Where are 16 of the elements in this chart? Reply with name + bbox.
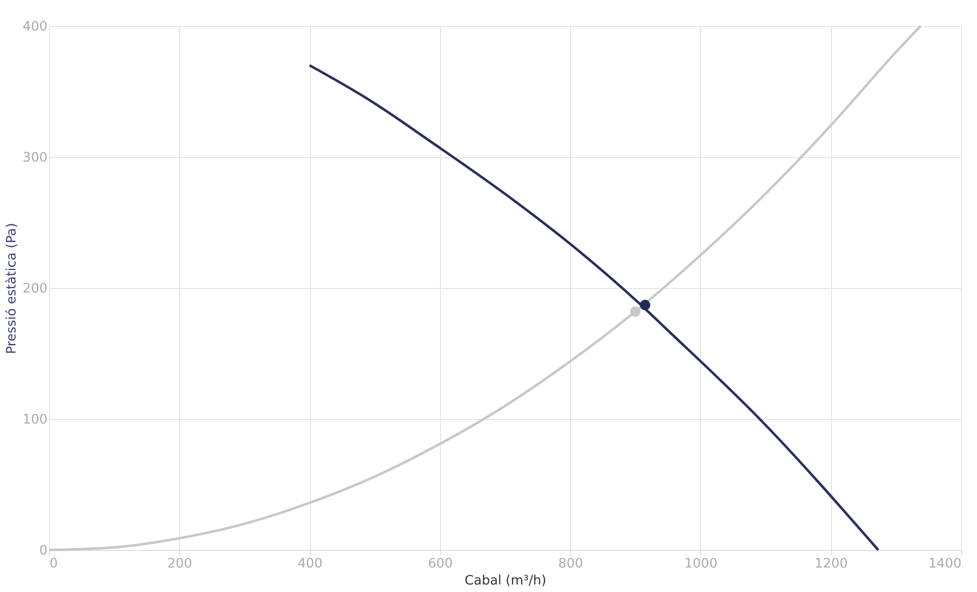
y-tick-label: 300	[22, 150, 48, 166]
line-series	[308, 64, 880, 552]
y-tick-label: 200	[22, 282, 48, 296]
x-tick-label: 1200	[814, 556, 848, 572]
x-axis-title: Cabal (m³/h)	[464, 574, 546, 588]
y-tick-label: 0	[39, 544, 48, 558]
x-tick-label: 200	[167, 556, 192, 572]
x-tick-label: 1400	[928, 556, 962, 572]
y-axis-title: Pressió estàtica (Pa)	[4, 222, 20, 354]
x-tick-label: 800	[558, 556, 584, 572]
x-tick-label: 0	[50, 556, 58, 572]
x-tick-label: 400	[298, 556, 322, 572]
y-tick-label: 400	[22, 20, 48, 34]
x-tick-label: 1000	[684, 556, 718, 572]
x-tick-label: 600	[428, 556, 453, 572]
y-tick-label: 100	[22, 412, 48, 428]
